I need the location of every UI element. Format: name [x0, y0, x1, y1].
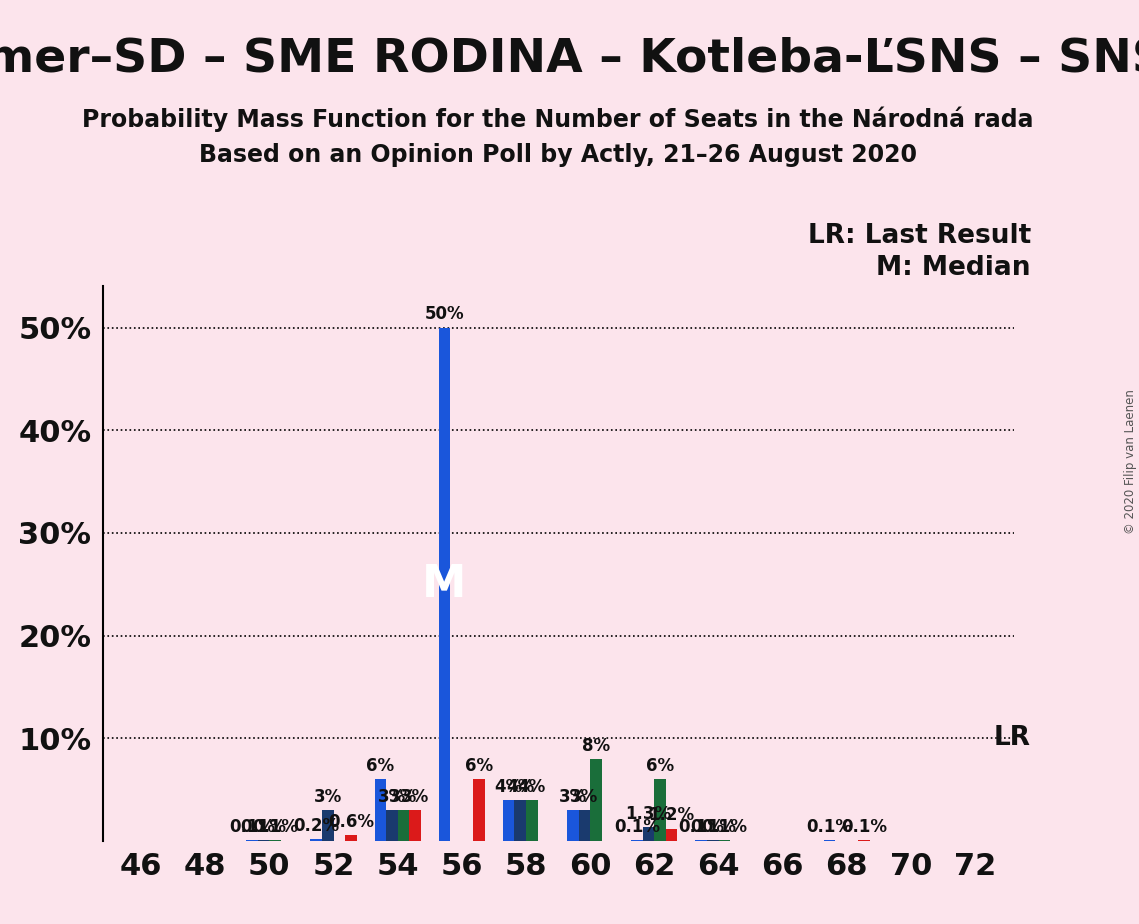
Text: 3%: 3% [390, 788, 418, 806]
Text: 3%: 3% [378, 788, 405, 806]
Bar [631, 840, 642, 841]
Text: 0.1%: 0.1% [702, 818, 747, 835]
Text: 0.1%: 0.1% [842, 818, 887, 835]
Text: 0.1%: 0.1% [678, 818, 724, 835]
Text: © 2020 Filip van Laenen: © 2020 Filip van Laenen [1124, 390, 1137, 534]
Text: LR: LR [994, 725, 1031, 751]
Bar [246, 840, 257, 841]
Bar [398, 810, 409, 841]
Bar [696, 840, 707, 841]
Text: 0.1%: 0.1% [614, 818, 659, 835]
Text: 3%: 3% [559, 788, 587, 806]
Bar [719, 840, 730, 841]
Text: 3%: 3% [571, 788, 598, 806]
Text: 1.2%: 1.2% [648, 807, 695, 824]
Text: 3%: 3% [401, 788, 429, 806]
Bar [859, 840, 870, 841]
Bar [257, 840, 269, 841]
Text: 8%: 8% [582, 736, 611, 755]
Text: 4%: 4% [506, 778, 534, 796]
Bar [655, 779, 666, 841]
Bar [579, 810, 590, 841]
Bar [345, 834, 357, 841]
Bar [823, 840, 835, 841]
Bar [474, 779, 485, 841]
Bar [567, 810, 579, 841]
Text: 4%: 4% [518, 778, 546, 796]
Bar [386, 810, 398, 841]
Bar [526, 800, 538, 841]
Bar [269, 840, 281, 841]
Bar [642, 828, 655, 841]
Bar [311, 839, 322, 841]
Text: 50%: 50% [425, 306, 465, 323]
Bar [375, 779, 386, 841]
Text: LR: Last Result: LR: Last Result [808, 223, 1031, 249]
Bar [439, 327, 450, 841]
Text: 0.1%: 0.1% [252, 818, 298, 835]
Bar [707, 840, 719, 841]
Text: 6%: 6% [367, 757, 394, 775]
Text: 0.6%: 0.6% [328, 812, 374, 831]
Text: 0.1%: 0.1% [240, 818, 287, 835]
Bar [590, 759, 601, 841]
Bar [322, 810, 334, 841]
Text: 4%: 4% [494, 778, 523, 796]
Text: M: M [423, 563, 467, 605]
Text: M: Median: M: Median [876, 255, 1031, 281]
Text: 6%: 6% [646, 757, 674, 775]
Text: 0.2%: 0.2% [293, 817, 339, 834]
Bar [503, 800, 515, 841]
Text: Probability Mass Function for the Number of Seats in the Národná rada: Probability Mass Function for the Number… [82, 106, 1034, 132]
Text: Based on an Opinion Poll by Actly, 21–26 August 2020: Based on an Opinion Poll by Actly, 21–26… [199, 143, 917, 167]
Text: Smer–SD – SME RODINA – Kotleba-ĽSNS – SNS: Smer–SD – SME RODINA – Kotleba-ĽSNS – SN… [0, 37, 1139, 82]
Bar [515, 800, 526, 841]
Text: 3%: 3% [313, 788, 342, 806]
Text: 6%: 6% [465, 757, 493, 775]
Text: 0.1%: 0.1% [229, 818, 274, 835]
Bar [666, 829, 678, 841]
Text: 0.1%: 0.1% [690, 818, 736, 835]
Bar [409, 810, 420, 841]
Text: 1.3%: 1.3% [625, 806, 672, 823]
Text: 0.1%: 0.1% [806, 818, 853, 835]
